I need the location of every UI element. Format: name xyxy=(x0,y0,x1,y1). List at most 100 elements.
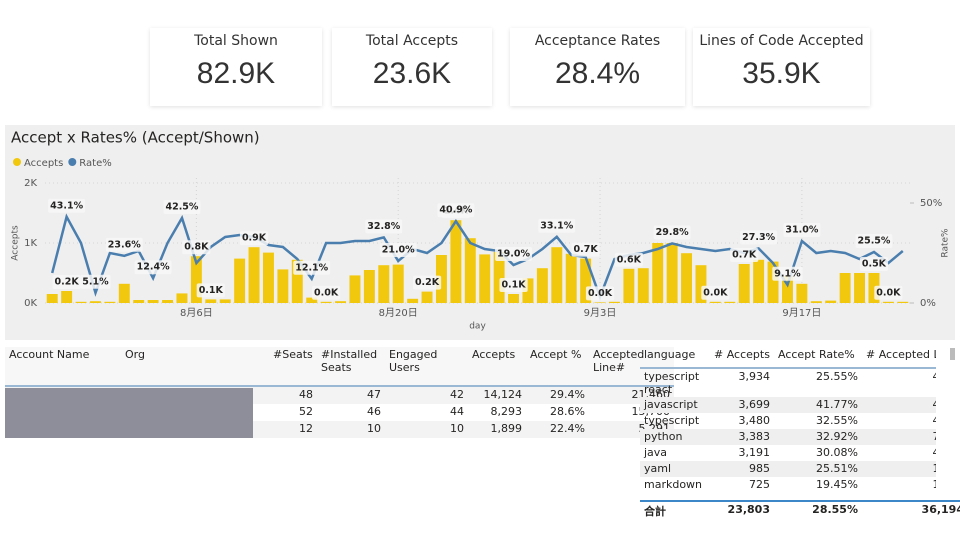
data-label: 0.2K xyxy=(415,277,440,288)
column-header: Org xyxy=(121,347,269,387)
bar xyxy=(753,259,765,303)
data-label-bg xyxy=(495,247,533,261)
bar xyxy=(623,268,635,303)
y-tick-label: 2K xyxy=(24,178,37,189)
table-cell: 12 xyxy=(269,421,317,438)
data-label: 0.6K xyxy=(617,254,642,265)
data-label-bg xyxy=(859,257,889,271)
data-label: 31.0% xyxy=(785,225,818,236)
column-header: #Seats xyxy=(269,347,317,387)
total-cell: 36,194 xyxy=(921,503,960,516)
data-label-bg xyxy=(585,286,615,301)
data-label: 19.0% xyxy=(497,249,530,260)
legend-marker xyxy=(68,158,77,166)
bar xyxy=(666,243,678,303)
table-cell: 19.45% xyxy=(816,478,858,491)
table-cell: python xyxy=(640,429,710,445)
table-cell: 4,823 xyxy=(862,368,937,397)
data-label: 0.0K xyxy=(314,287,339,298)
language-table-body: language # Accepts Accept Rate% # Accepted … xyxy=(640,347,936,500)
bar xyxy=(551,247,563,303)
table-cell: java xyxy=(644,446,668,459)
column-header: Accept % xyxy=(526,347,589,387)
x-tick-label: 9月17日 xyxy=(782,307,821,319)
data-label-bg xyxy=(855,234,893,248)
table-row: typescript react 3,934 25.55% 4,823 xyxy=(640,368,936,397)
table-cell: 22.4% xyxy=(526,421,589,438)
bar xyxy=(89,301,101,303)
bar xyxy=(781,276,793,303)
bar xyxy=(854,273,866,303)
bar xyxy=(608,301,620,303)
table-cell: 29.4% xyxy=(526,386,589,404)
bar xyxy=(709,301,721,303)
bar xyxy=(508,294,520,303)
data-label: 33.1% xyxy=(540,220,573,231)
x-tick-label: 9月3日 xyxy=(584,307,617,319)
data-label-bg xyxy=(163,200,201,214)
column-header: Accept Rate% xyxy=(774,347,862,369)
table-cell: 4,568 xyxy=(862,397,936,413)
data-label-bg xyxy=(653,225,691,240)
kpi-card: Total Shown 82.9K xyxy=(150,28,322,106)
table-cell: 985 xyxy=(710,461,774,477)
table-cell: 4,999 xyxy=(862,445,937,461)
column-header: language xyxy=(640,347,710,369)
bar xyxy=(580,258,592,303)
bar xyxy=(219,299,231,303)
column-header: #Installed Seats xyxy=(317,347,385,387)
table-cell: 7,177 xyxy=(862,429,936,445)
bar xyxy=(205,299,217,303)
bar xyxy=(522,278,534,303)
kpi-title: Total Shown xyxy=(194,33,278,49)
y2-axis-label: Rate% xyxy=(941,228,951,258)
data-label: 0.0K xyxy=(588,288,613,299)
table-cell: 52 xyxy=(299,405,313,418)
bar xyxy=(291,259,303,303)
bar xyxy=(810,301,822,303)
table-cell: 3,699 xyxy=(710,397,774,413)
data-label: 12.4% xyxy=(137,262,170,273)
column-header: Engaged Users xyxy=(385,347,468,387)
table-cell: 48 xyxy=(269,386,317,404)
bar xyxy=(450,220,462,303)
kpi-value: 35.9K xyxy=(742,57,821,90)
table-cell: 47 xyxy=(317,386,385,404)
data-label: 0.1K xyxy=(199,285,224,296)
bar xyxy=(147,300,159,303)
bar xyxy=(363,270,375,303)
bar xyxy=(724,301,736,303)
data-label: 0.0K xyxy=(876,287,901,298)
column-header: # Accepts xyxy=(710,347,774,369)
bar xyxy=(464,238,476,303)
scrollbar[interactable] xyxy=(950,348,955,360)
bar xyxy=(435,255,447,303)
chart-title: Accept x Rates% (Accept/Shown) xyxy=(11,129,260,147)
data-label-bg xyxy=(538,218,576,233)
table-cell: 14,124 xyxy=(468,386,526,404)
table-cell: 32.92% xyxy=(774,429,862,445)
data-label-bg xyxy=(134,260,172,275)
data-label: 27.3% xyxy=(742,232,775,243)
data-label-bg xyxy=(379,243,417,257)
table-cell: 725 xyxy=(749,478,770,491)
table-cell: 1,899 xyxy=(468,421,526,438)
table-cell: 41.77% xyxy=(774,397,862,413)
data-label-bg xyxy=(614,252,643,267)
bar xyxy=(695,265,707,303)
table-cell: markdown xyxy=(644,478,703,491)
data-label: 0.7K xyxy=(574,244,599,255)
data-label: 0.1K xyxy=(501,280,526,291)
bar xyxy=(262,252,274,303)
data-label: 5.1% xyxy=(82,276,109,287)
total-cell: 23,803 xyxy=(727,503,770,516)
legend-marker xyxy=(13,158,21,166)
bar xyxy=(421,291,433,303)
data-label: 0.9K xyxy=(242,233,267,244)
table-row: markdown 725 19.45% 1,193 xyxy=(640,477,936,493)
table-cell: 8,293 xyxy=(490,405,523,418)
bar xyxy=(234,258,246,303)
